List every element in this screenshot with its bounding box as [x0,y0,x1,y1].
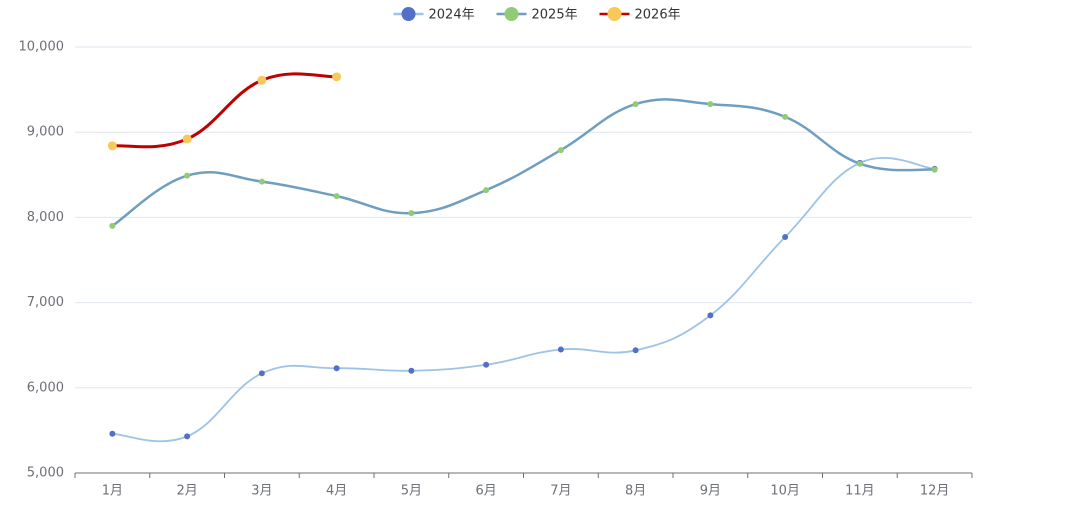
data-point [782,113,789,120]
x-tick-label: 5月 [401,484,422,499]
x-tick-label: 6月 [475,484,496,499]
y-tick-label: 5,000 [27,466,64,481]
x-tick-label: 10月 [770,484,800,499]
data-point [258,178,265,185]
x-tick-label: 3月 [251,484,272,499]
x-tick-label: 7月 [550,484,571,499]
x-tick-label: 12月 [920,484,950,499]
legend: 2024年 2025年 2026年 [393,7,681,23]
series-line [112,157,935,443]
legend-marker [401,7,416,21]
data-point [408,367,415,374]
data-point [258,370,265,377]
y-tick-label: 10,000 [19,40,65,55]
data-point [483,187,490,194]
data-point [483,361,490,368]
data-point [184,433,191,440]
data-point [632,347,639,354]
data-point [408,210,415,217]
x-tick-label: 1月 [102,484,123,499]
data-point [257,75,267,85]
y-tick-label: 6,000 [27,380,64,395]
data-point [182,134,192,144]
data-point [707,312,714,319]
x-tick-label: 9月 [700,484,721,499]
data-point [109,430,116,437]
data-point [333,365,340,372]
data-point [707,101,714,108]
series-line [112,72,337,149]
legend-label: 2026年 [635,8,681,23]
data-point [632,101,639,108]
legend-marker [607,7,622,21]
x-tick-label: 4月 [326,484,347,499]
y-tick-label: 9,000 [27,125,64,140]
data-point [333,193,340,200]
series-line [111,98,935,227]
y-tick-label: 8,000 [27,210,64,225]
legend-label: 2025年 [532,8,578,23]
data-point [107,141,117,151]
data-point [931,166,938,173]
data-point [856,160,863,167]
x-tick-label: 8月 [625,484,646,499]
data-point [184,172,191,179]
x-tick-label: 2月 [176,484,197,499]
legend-label: 2024年 [429,8,475,23]
x-tick-label: 11月 [845,484,875,499]
y-tick-label: 7,000 [27,295,64,310]
data-point [332,72,342,82]
data-point [557,346,564,353]
data-point [109,222,116,229]
legend-marker [504,7,519,21]
data-point [782,233,789,240]
data-point [557,147,564,154]
